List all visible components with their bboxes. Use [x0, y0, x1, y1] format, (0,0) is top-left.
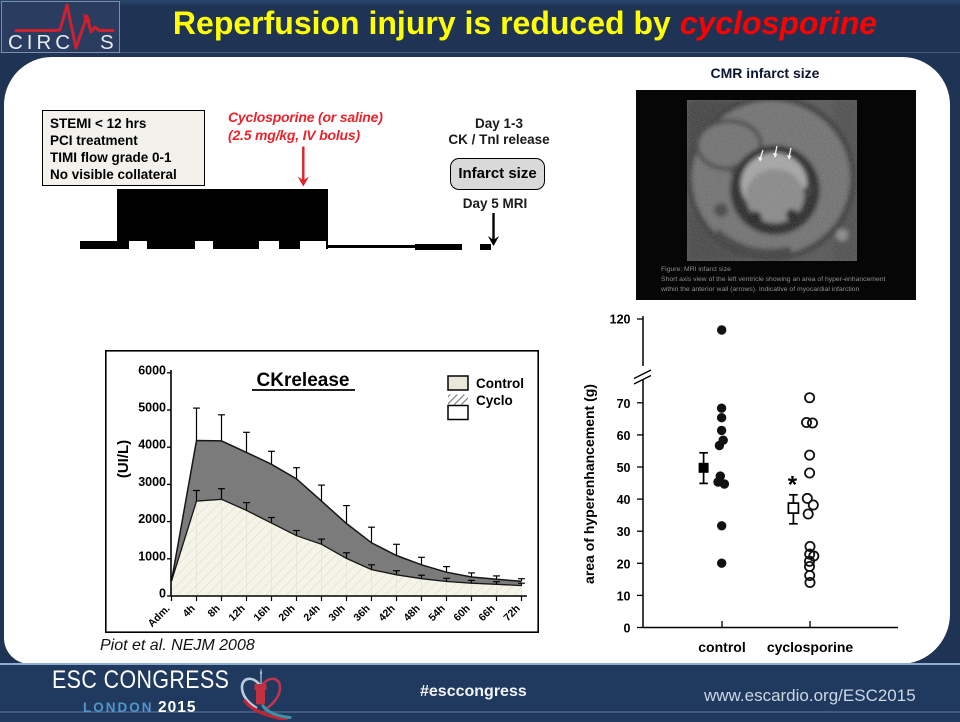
svg-text:50: 50	[617, 461, 631, 475]
svg-text:CIRC: CIRC	[8, 31, 74, 52]
svg-text:40: 40	[617, 493, 631, 507]
svg-text:70: 70	[617, 397, 631, 411]
svg-text:3000: 3000	[138, 475, 166, 489]
svg-text:within the anterior wall (arro: within the anterior wall (arrows). Indic…	[660, 286, 860, 293]
svg-text:Figure: MRI infarct size: Figure: MRI infarct size	[661, 266, 731, 273]
svg-text:(UI/L): (UI/L)	[115, 440, 132, 478]
svg-text:120: 120	[610, 313, 631, 327]
svg-text:2000: 2000	[138, 512, 166, 526]
svg-text:5000: 5000	[138, 401, 166, 415]
svg-text:Control: Control	[476, 376, 524, 391]
svg-text:Short axis view of the left ve: Short axis view of the left ventricle sh…	[661, 276, 886, 283]
svg-text:CKrelease: CKrelease	[257, 370, 350, 391]
svg-text:30: 30	[617, 525, 631, 539]
svg-text:4000: 4000	[138, 438, 166, 452]
svg-text:Cyclo: Cyclo	[476, 393, 513, 408]
svg-text:S: S	[100, 31, 114, 52]
svg-text:cyclosporine: cyclosporine	[767, 639, 854, 655]
svg-text:10: 10	[617, 589, 631, 603]
svg-text:60: 60	[617, 429, 631, 443]
svg-text:1000: 1000	[138, 549, 166, 563]
svg-text:20: 20	[617, 557, 631, 571]
svg-text:control: control	[698, 639, 745, 655]
svg-text:0: 0	[159, 587, 166, 601]
svg-text:0: 0	[624, 622, 631, 636]
svg-text:area of hyperenhancement (g): area of hyperenhancement (g)	[581, 384, 597, 584]
svg-text:6000: 6000	[138, 363, 166, 377]
svg-text:*: *	[788, 472, 798, 499]
